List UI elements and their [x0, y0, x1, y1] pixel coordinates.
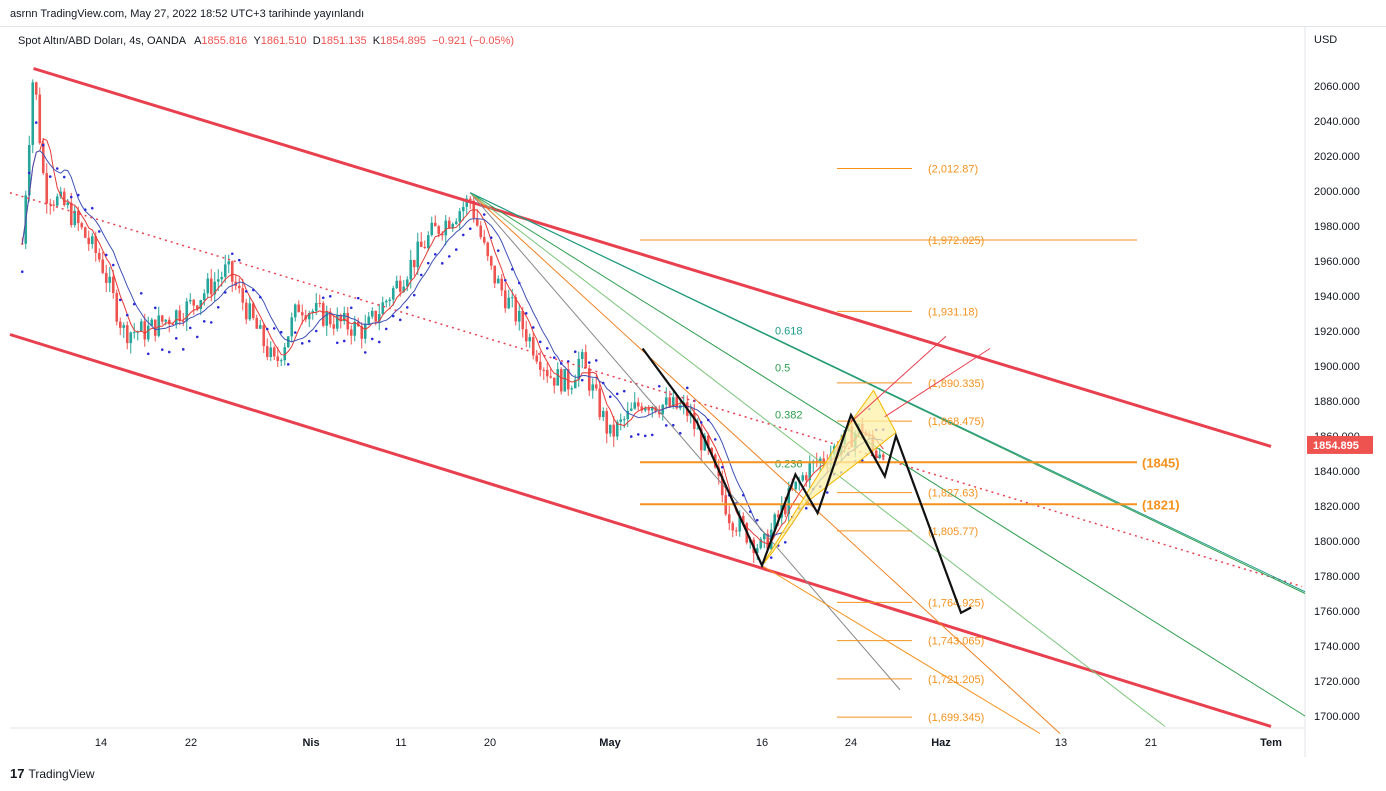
tradingview-logo-icon: 17: [10, 766, 25, 781]
high-value: 1861.510: [260, 35, 307, 47]
low-value: 1851.135: [320, 35, 367, 47]
currency-label: USD: [1314, 34, 1338, 46]
chart-frame: [0, 26, 1386, 758]
tradingview-brand[interactable]: 17 TradingView: [10, 766, 95, 781]
open-value: 1855.816: [201, 35, 248, 47]
ohlc-legend: Spot Altın/ABD Doları, 4s, OANDA A1855.8…: [18, 35, 514, 47]
change-value: −0.921 (−0.05%): [432, 35, 515, 47]
high-label: Y: [253, 35, 261, 47]
close-label: K: [372, 35, 381, 47]
publication-info: asrnn TradingView.com, May 27, 2022 18:5…: [10, 8, 365, 20]
low-label: D: [312, 35, 321, 47]
symbol-title[interactable]: Spot Altın/ABD Doları, 4s, OANDA: [18, 35, 186, 47]
brand-name: TradingView: [28, 766, 95, 781]
close-value: 1854.895: [380, 35, 426, 47]
open-label: A: [194, 35, 202, 47]
